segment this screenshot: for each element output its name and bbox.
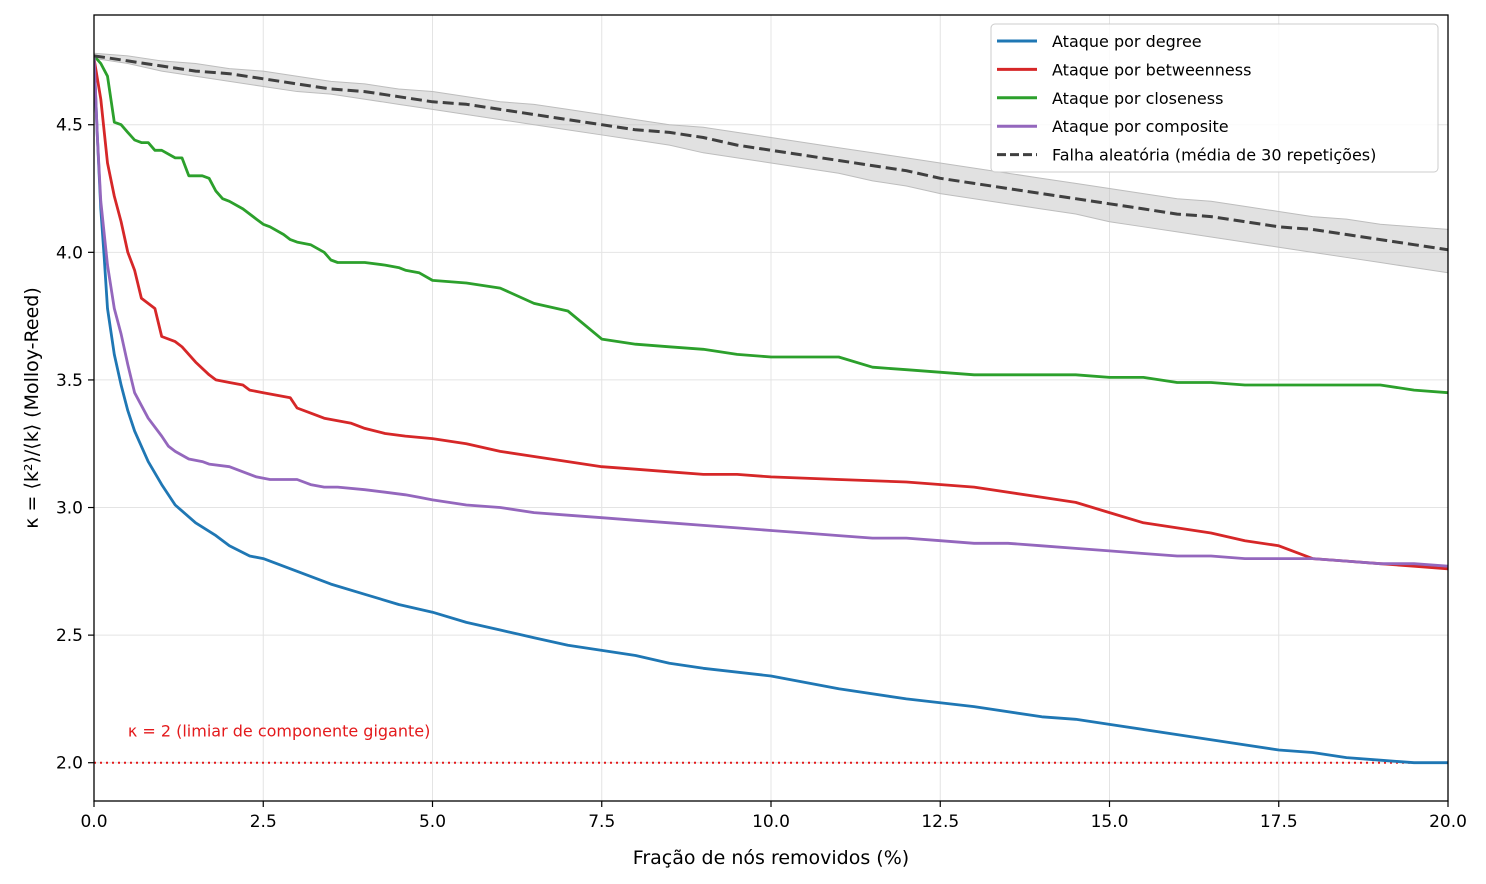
y-axis-ticks: 2.0 2.5 3.0 3.5 4.0 4.5 bbox=[56, 116, 94, 774]
x-tick-label: 17.5 bbox=[1260, 812, 1298, 832]
x-tick-label: 0.0 bbox=[80, 812, 107, 832]
legend-box bbox=[990, 23, 1439, 173]
y-tick-label: 4.0 bbox=[56, 243, 83, 263]
legend: Ataque por degree Ataque por betweenness A… bbox=[990, 23, 1439, 173]
x-tick-label: 15.0 bbox=[1091, 812, 1129, 832]
x-axis-ticks: 0.0 2.5 5.0 7.5 10.0 12.5 15.0 17.5 20.0 bbox=[80, 801, 1467, 832]
x-tick-label: 7.5 bbox=[588, 812, 615, 832]
x-tick-label: 2.5 bbox=[250, 812, 277, 832]
y-tick-label: 3.5 bbox=[56, 371, 83, 391]
composite-attack-line bbox=[94, 55, 1448, 568]
x-tick-label: 10.0 bbox=[752, 812, 790, 832]
series-lines bbox=[94, 54, 1448, 765]
closeness-attack-line bbox=[94, 54, 1448, 395]
legend-label: Falha aleatória (média de 30 repetições) bbox=[1052, 146, 1376, 165]
y-tick-label: 2.0 bbox=[56, 754, 83, 774]
reference-line-group: κ = 2 (limiar de componente gigante) bbox=[94, 722, 1448, 764]
legend-label: Ataque por betweenness bbox=[1052, 60, 1251, 79]
y-tick-label: 4.5 bbox=[56, 116, 83, 136]
random-failure-band bbox=[94, 52, 1448, 274]
x-tick-label: 5.0 bbox=[419, 812, 446, 832]
degree-attack-line bbox=[94, 55, 1448, 765]
legend-label: Ataque por degree bbox=[1052, 32, 1202, 51]
y-tick-label: 2.5 bbox=[56, 626, 83, 646]
betweenness-attack-line bbox=[94, 58, 1448, 571]
x-tick-label: 12.5 bbox=[921, 812, 959, 832]
x-tick-label: 20.0 bbox=[1429, 812, 1467, 832]
x-axis-label: Fração de nós removidos (%) bbox=[633, 847, 909, 869]
reference-line-annotation: κ = 2 (limiar de componente gigante) bbox=[128, 722, 431, 741]
legend-label: Ataque por closeness bbox=[1052, 89, 1223, 108]
y-tick-label: 3.0 bbox=[56, 499, 83, 519]
confidence-band bbox=[94, 52, 1448, 274]
legend-label: Ataque por composite bbox=[1052, 117, 1229, 136]
y-axis-label: κ = ⟨k²⟩/⟨k⟩ (Molloy-Reed) bbox=[21, 287, 43, 529]
random-failure-line bbox=[94, 54, 1448, 252]
